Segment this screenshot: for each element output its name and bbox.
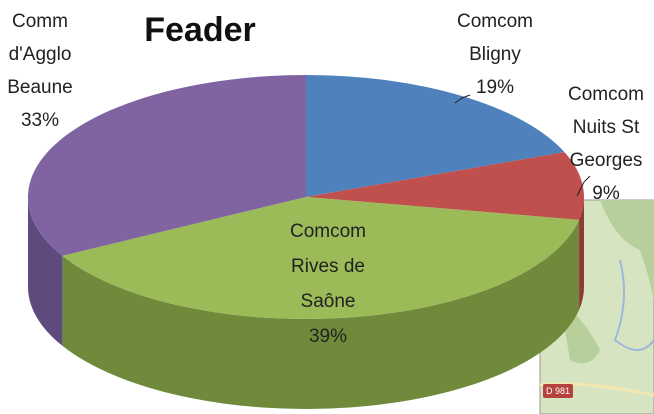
category-label: Nuits St [573,117,640,138]
category-label: d'Agglo [9,44,72,65]
slice [28,75,307,256]
value-label: 19% [476,77,514,98]
slice [62,197,580,320]
value-label: 33% [21,110,59,131]
map-river [613,259,654,351]
chart-title: Feader [144,11,256,49]
category-label: Comcom [457,11,533,32]
category-label: Comcom [290,221,366,242]
category-label: Rives de [291,256,365,277]
category-label: Comm [12,11,68,32]
category-label: Comcom [568,84,644,105]
slice-side [28,197,63,346]
pie [28,75,584,410]
value-label: 9% [592,183,620,204]
value-label: 39% [309,326,347,347]
category-label: Saône [301,291,356,312]
slice [306,75,565,197]
map-road-label: D 981 [546,386,570,396]
leader-line [454,94,471,104]
category-label: Beaune [7,77,73,98]
map-forest [600,200,654,300]
slice-side [579,197,584,310]
slice-side [62,219,580,410]
category-label: Georges [570,150,643,171]
slice [306,152,584,220]
map-road-badge [543,384,573,398]
data-labels: Comcom Bligny 19% Comcom Nuits St Georges 9% Co… [7,11,644,347]
category-label: Bligny [469,44,521,65]
leader-line [576,175,591,197]
